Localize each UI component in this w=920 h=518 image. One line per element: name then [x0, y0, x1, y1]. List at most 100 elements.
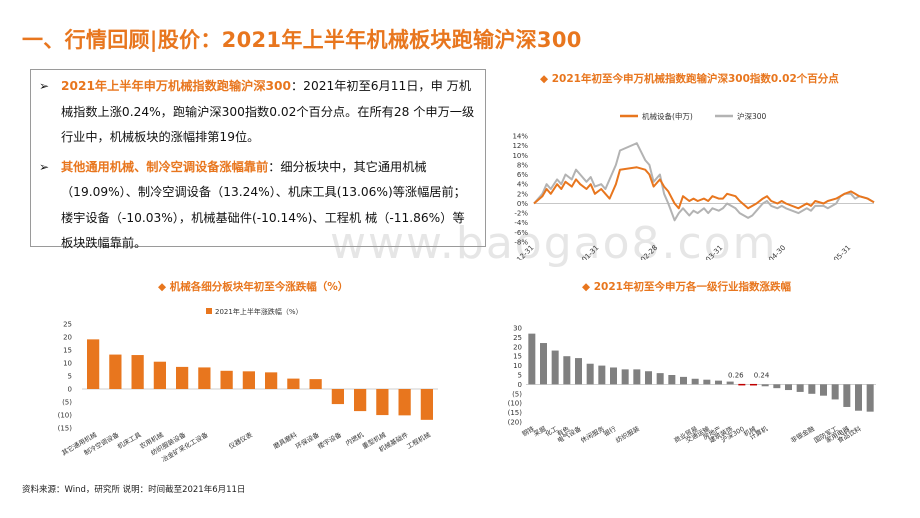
- y-tick-label: (10): [58, 412, 73, 420]
- x-tick-label: 2021-03-31: [690, 244, 724, 260]
- bar-制冷空调设备: [109, 354, 122, 389]
- bar-楼宇设备: [331, 389, 344, 405]
- x-tick-label: 2021-04-30: [753, 244, 787, 260]
- arrow-bullet-icon: ➢: [39, 79, 50, 93]
- bar-电气设备: [575, 358, 582, 385]
- bar-综合: [680, 376, 687, 385]
- bar-化工: [551, 350, 559, 385]
- bar-冶金矿采化工设备: [198, 367, 211, 389]
- industry-chart-title: ◆ 2021年初至今申万各一级行业指数涨跌幅: [582, 281, 791, 293]
- bar-银行: [610, 367, 617, 385]
- summary-bullet-1-head: 2021年上半年申万机械指数跑输沪深300: [61, 79, 291, 93]
- bar-农用机械: [153, 361, 166, 389]
- y-tick-label: 15: [513, 353, 522, 361]
- x-tick-label: 楼宇设备: [316, 430, 343, 451]
- bar-纺织服装设备: [176, 366, 189, 389]
- y-tick-label: 2%: [517, 190, 528, 198]
- y-tick-label: 6%: [517, 171, 528, 179]
- arrow-bullet-icon: ➢: [39, 159, 50, 174]
- summary-textbox: ➢ 2021年上半年申万机械指数跑输沪深300：2021年初至6月11日，申 万…: [30, 69, 486, 250]
- bar-机床工具: [131, 355, 144, 389]
- data-label: 0.24: [754, 371, 770, 379]
- legend-label: 2021年上半年涨跌幅（%）: [215, 307, 302, 316]
- y-tick-label: 10%: [512, 152, 528, 160]
- legend-label-1: 沪深300: [737, 111, 767, 121]
- summary-bullet-1-body: ：2021年初至6月11日，申 万机械指数上涨0.24%，跑输沪深300指数0.…: [61, 79, 475, 144]
- x-tick-label: 休闲服务: [579, 424, 606, 445]
- source-note: 资料来源：Wind，研究所 说明：时间截至2021年6月11日: [22, 485, 246, 495]
- y-tick-label: 0: [68, 386, 72, 394]
- bar-采掘: [540, 343, 547, 385]
- y-tick-label: 30: [513, 325, 522, 333]
- summary-bullet-2: ➢ 其他通用机械、制冷空调设备涨幅靠前：细分板块中，其它通用机械（19.09%）…: [39, 155, 475, 257]
- bar-沪深300: [738, 383, 746, 386]
- bar-计算机: [761, 384, 769, 387]
- bar-农林牧渔: [773, 384, 781, 389]
- x-tick-label: 2021-02-28: [625, 244, 659, 260]
- bar-家用电器: [843, 384, 851, 407]
- bar-其它通用机械: [87, 339, 100, 389]
- y-tick-label: 8%: [517, 161, 528, 169]
- y-tick-label: 25: [513, 334, 522, 342]
- y-tick-label: -2%: [514, 210, 528, 218]
- bar-军工: [866, 384, 874, 412]
- x-tick-label: 纺织服装: [614, 424, 641, 445]
- data-label: 0.26: [728, 371, 744, 379]
- y-tick-label: 15: [63, 347, 72, 355]
- y-tick-label: 10: [513, 362, 522, 370]
- x-tick-label: 工程机械: [405, 430, 432, 451]
- bar-电子: [586, 363, 594, 385]
- series-line-1: [533, 142, 875, 222]
- y-tick-label: 5: [68, 373, 72, 381]
- x-tick-label: 环保设备: [294, 430, 321, 451]
- bar-交通运输: [703, 379, 711, 385]
- y-tick-label: (10): [508, 400, 523, 408]
- bar-磨具磨料: [287, 378, 300, 389]
- bar-通信: [820, 384, 827, 396]
- x-tick-label: 2021-01-31: [566, 244, 600, 260]
- series-line-0: [533, 166, 875, 210]
- bar-食品饮料: [855, 384, 862, 411]
- bar-环保设备: [309, 379, 322, 389]
- bar-内燃机: [354, 389, 367, 412]
- y-tick-label: (15): [508, 409, 523, 417]
- y-tick-label: 20: [513, 343, 522, 351]
- bar-建筑材料: [645, 371, 652, 385]
- subsector-chart: 2021年上半年涨跌幅（%）2520151050(5)(10)(15)其它通用机…: [58, 307, 438, 464]
- y-tick-label: 0%: [517, 200, 528, 208]
- summary-bullet-1: ➢ 2021年上半年申万机械指数跑输沪深300：2021年初至6月11日，申 万…: [39, 74, 475, 151]
- y-tick-label: -4%: [514, 219, 528, 227]
- bar-重型机械: [376, 389, 389, 416]
- legend-swatch: [206, 308, 212, 314]
- bar-传媒: [785, 384, 792, 391]
- bar-机械设备: [750, 383, 757, 386]
- bar-商业贸易: [691, 378, 699, 385]
- summary-bullet-2-body: ：细分板块中，其它通用机械（19.09%）、制冷空调设备（13.24%）、机床工…: [61, 159, 466, 251]
- bar-有色: [563, 356, 571, 385]
- bar-休闲服务: [598, 365, 606, 385]
- bar-仪器仪表: [242, 371, 255, 389]
- summary-bullet-2-head: 其他通用机械、制冷空调设备涨幅靠前: [61, 159, 269, 174]
- bar-非银金融: [808, 384, 816, 394]
- bar-医药生物: [796, 384, 804, 392]
- y-tick-label: (20): [508, 419, 523, 427]
- bar-房地产: [715, 380, 722, 385]
- legend-label-0: 机械设备(申万): [642, 111, 693, 121]
- y-tick-label: (5): [512, 390, 522, 398]
- bar-轻工制造: [656, 373, 664, 385]
- y-tick-label: 10: [63, 360, 72, 368]
- line-chart: 机械设备(申万) 沪深300 14%12% 10%8% 6% 4%2% 0% -2%-4% -6…: [501, 111, 875, 260]
- bar-金属制品: [265, 372, 278, 389]
- y-tick-label: -8%: [514, 239, 528, 247]
- x-tick-label: 非银金融: [789, 424, 816, 445]
- y-tick-label: 5: [518, 372, 522, 380]
- bar-机械基础件: [398, 389, 411, 416]
- y-tick-label: (15): [58, 425, 73, 433]
- x-tick-label: 仪器仪表: [227, 430, 254, 451]
- y-tick-label: 20: [63, 334, 72, 342]
- bar-印刷包装机械: [220, 370, 233, 389]
- y-tick-label: -6%: [514, 229, 528, 237]
- bar-钢铁: [528, 333, 536, 385]
- y-tick-label: 0: [518, 381, 522, 389]
